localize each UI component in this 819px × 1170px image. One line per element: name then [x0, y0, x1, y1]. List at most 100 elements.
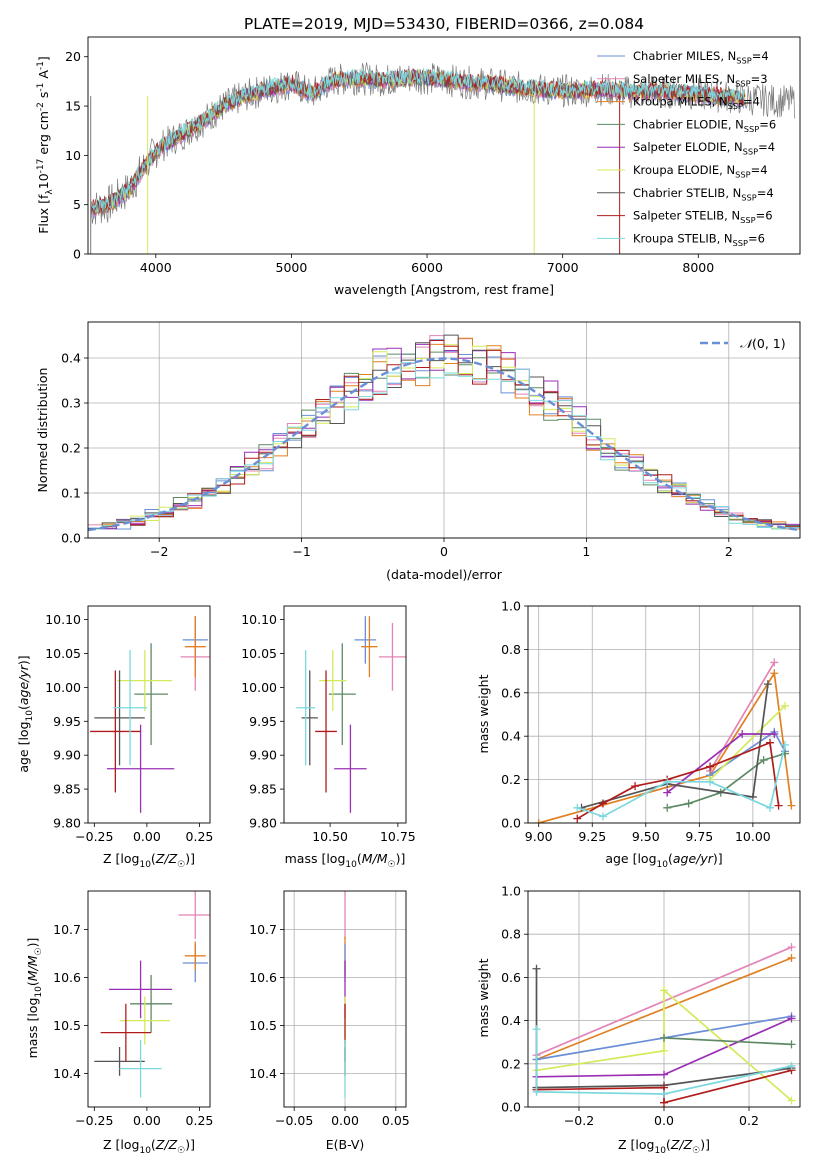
x-tick-label: 0 [440, 544, 448, 559]
y-tick-label: 10.4 [53, 1066, 81, 1081]
label-part: 10 [36, 173, 51, 189]
label-part: )] [700, 1137, 710, 1152]
label-part: Flux [f [36, 194, 51, 234]
label-part: =4 [758, 140, 775, 154]
axes-frame [87, 605, 211, 824]
x-tick-label: −1 [292, 544, 310, 559]
label-part: SSP [740, 215, 755, 225]
x-tick-label: 9.00 [525, 829, 553, 844]
y-tick-label: 10.05 [45, 646, 81, 661]
y-tick-label: 9.90 [53, 748, 81, 763]
weight-line-kroupa_elodie [709, 705, 786, 781]
label-part: ( [151, 851, 156, 866]
y-tick-label: 10.7 [53, 922, 81, 937]
plot-area [296, 616, 406, 813]
y-tick-label: 0.4 [501, 1013, 521, 1028]
x-tick-label: 8000 [682, 260, 714, 275]
weight-marker-kroupa_elodie [787, 1096, 796, 1105]
label-part: ☉ [692, 1146, 700, 1156]
label-part: SSP [741, 192, 756, 202]
x-tick-label: 0.00 [133, 829, 161, 844]
weight-marker-chabrier_elodie [663, 803, 672, 812]
weight-line-salpeter_miles [709, 661, 776, 772]
label-part: 10 [345, 860, 357, 870]
axes-frame [283, 890, 407, 1108]
y-tick-label: 0.4 [61, 351, 81, 366]
x-tick-label: 10.00 [735, 829, 771, 844]
label-part: =4 [752, 49, 769, 63]
y-tick-label: 10.5 [53, 1018, 81, 1033]
x-tick-label: 2 [725, 544, 733, 559]
label-part: SSP [744, 124, 759, 134]
label-part: λ [45, 189, 55, 195]
y-tick-label: 1.0 [501, 884, 521, 899]
label-part: Z/Z [670, 1137, 693, 1152]
y-axis-label: Flux [fλ10-17 erg cm-2 s-1 A-1] [36, 56, 55, 234]
model-spectrum-kroupa_stelib [90, 68, 746, 214]
y-tick-label: 0.0 [501, 816, 521, 831]
label-part: ] [36, 56, 51, 61]
label-part: 10 [657, 860, 669, 870]
label-part: ☉ [177, 1146, 185, 1156]
weight-marker-kroupa_miles [787, 953, 796, 962]
label-part: Salpeter STELIB, N [633, 209, 740, 223]
label-part: M/M [362, 851, 388, 866]
y-tick-label: 10.05 [241, 646, 277, 661]
legend: 𝒩(0, 1) [700, 336, 786, 351]
y-tick-label: 5 [73, 197, 81, 212]
weight-marker-salpeter_stelib [766, 738, 775, 747]
weight-line-chabrier_stelib [581, 683, 769, 809]
weight-marker-salpeter_miles [787, 943, 796, 952]
axes-frame [87, 36, 801, 255]
axes-frame [527, 890, 801, 1108]
weight-marker-salpeter_stelib [706, 762, 715, 771]
label-part: erg cm [36, 111, 51, 159]
label-part: ☉ [388, 860, 396, 870]
y-tick-label: 20 [65, 49, 81, 64]
label-part: =4 [757, 186, 774, 200]
y-tick-label: 0.4 [501, 729, 521, 744]
label-part: M/M [25, 955, 40, 981]
weight-marker-salpeter_stelib [573, 814, 582, 823]
weight-marker-chabrier_stelib [763, 680, 772, 689]
x-axis-label: Z [log10(Z/Z☉)] [103, 1137, 195, 1156]
y-tick-label: 0.6 [501, 970, 521, 985]
y-tick-label: 10.00 [45, 680, 81, 695]
y-tick-label: 1.0 [501, 599, 521, 614]
legend-label-gaussian: 𝒩(0, 1) [740, 336, 786, 351]
label-part: SSP [736, 55, 751, 65]
x-tick-label: −2 [150, 544, 168, 559]
y-axis-label: Normed distribution [35, 368, 50, 493]
weight-marker-kroupa_miles [770, 669, 779, 678]
weight-marker-chabrier_elodie [759, 756, 768, 765]
weight-line-salpeter_stelib [576, 741, 780, 820]
y-tick-label: 9.85 [53, 782, 81, 797]
y-tick-label: 10.10 [241, 612, 277, 627]
y-tick-label: 10.4 [249, 1066, 277, 1081]
weight-marker-kroupa_miles [787, 801, 796, 810]
residuals-panel: −2 −1 0 1 2 0.0 0.1 0.2 0.3 0.4 𝒩(0, 1) (data-model… [35, 321, 801, 582]
weight-marker-chabrier_elodie [684, 799, 693, 808]
figure-title: PLATE=2019, MJD=53430, FIBERID=0366, z=0… [244, 15, 644, 33]
label-part: Kroupa STELIB, N [633, 231, 733, 245]
label-part: Kroupa MILES, N [633, 95, 728, 109]
x-axis-label: Z [log10(Z/Z☉)] [103, 851, 195, 870]
label-part: =6 [748, 231, 765, 245]
legend-label-kroupa_stelib: Kroupa STELIB, NSSP=6 [633, 231, 765, 247]
x-tick-label: 10.75 [380, 829, 416, 844]
label-part: SSP [735, 169, 750, 179]
label-part: )] [185, 851, 195, 866]
weight-marker-kroupa_stelib [598, 812, 607, 821]
y-axis-label: mass weight [476, 674, 491, 753]
axes-frame [527, 605, 801, 824]
legend-label-salpeter_stelib: Salpeter STELIB, NSSP=6 [633, 209, 773, 225]
label-part: SSP [735, 78, 750, 88]
legend-label-chabrier_elodie: Chabrier ELODIE, NSSP=6 [633, 117, 776, 133]
weight-marker-salpeter_elodie [770, 730, 779, 739]
label-part: mass [log [25, 998, 40, 1059]
y-tick-label: 10.6 [249, 970, 277, 985]
y-tick-label: 0.8 [501, 642, 521, 657]
label-part: -1 [36, 61, 46, 70]
